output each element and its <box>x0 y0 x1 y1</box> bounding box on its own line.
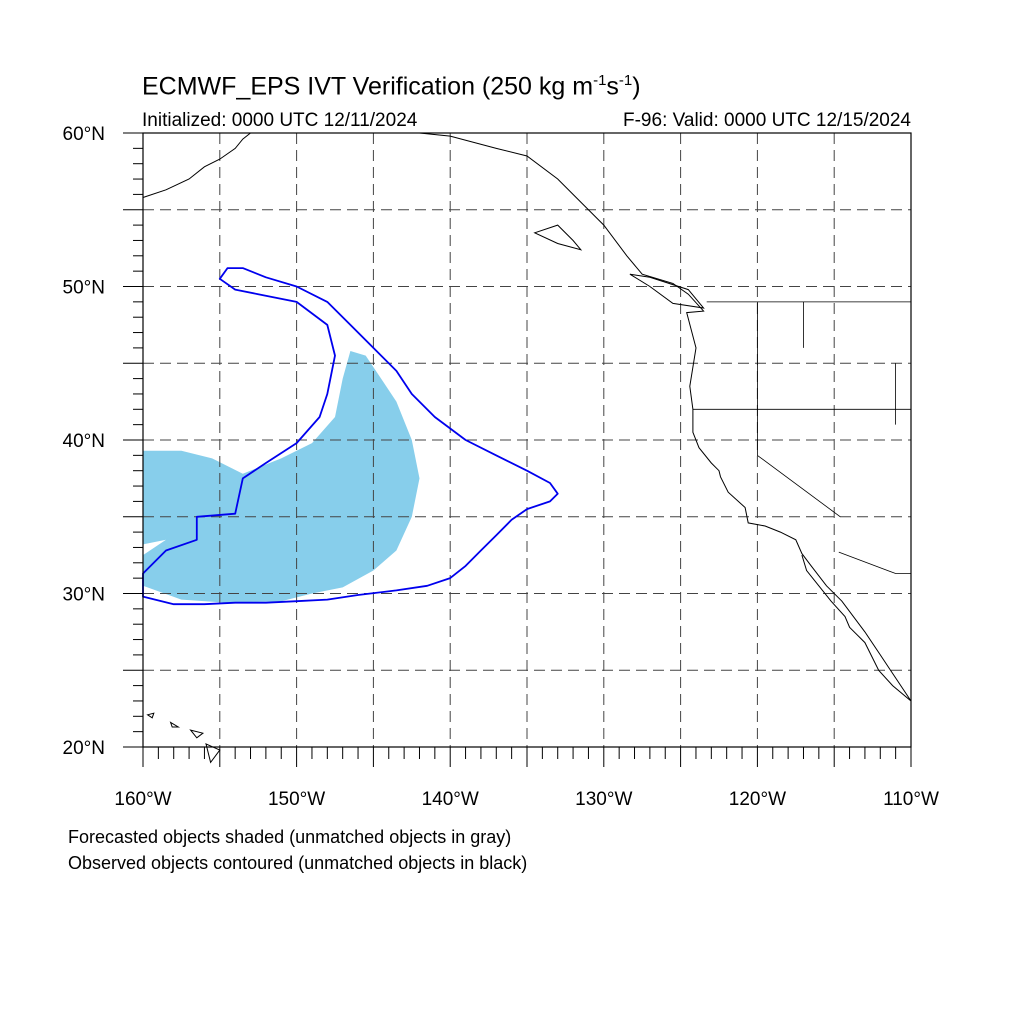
lat-label: 50°N <box>63 278 105 299</box>
map-title: ECMWF_EPS IVT Verification (250 kg m-1s-… <box>142 72 641 101</box>
political-border <box>838 551 911 574</box>
island-outline <box>146 712 155 719</box>
island-outline <box>629 273 705 309</box>
lon-label: 120°W <box>729 789 786 810</box>
lat-label: 60°N <box>63 124 105 145</box>
lon-label: 110°W <box>883 789 939 810</box>
lat-label: 30°N <box>63 585 105 606</box>
lon-label: 140°W <box>422 789 479 810</box>
lon-label: 130°W <box>575 789 632 810</box>
coastlines <box>142 132 912 764</box>
graticule <box>143 133 911 747</box>
observed-objects <box>142 267 559 606</box>
legend-observed-note: Observed objects contoured (unmatched ob… <box>68 853 528 873</box>
coastline-north-america <box>419 132 912 702</box>
initialized-label: Initialized: 0000 UTC 12/11/2024 <box>142 110 418 131</box>
island-outline <box>189 729 205 739</box>
coastline-alaska-peninsula <box>142 132 251 198</box>
valid-time-label: F-96: Valid: 0000 UTC 12/15/2024 <box>623 110 911 131</box>
lat-label: 20°N <box>63 738 105 759</box>
lon-label: 150°W <box>268 789 325 810</box>
legend-forecast-note: Forecasted objects shaded (unmatched obj… <box>68 827 512 847</box>
lon-label: 160°W <box>114 789 171 810</box>
political-border <box>757 301 841 518</box>
lat-label: 40°N <box>63 431 105 452</box>
forecast-objects <box>143 351 420 603</box>
coastline-baja <box>801 554 912 702</box>
island-outline <box>169 721 181 728</box>
axis-labels: 60°N 50°N 40°N 30°N 20°N 160°W 150°W 140°W 130°W… <box>63 124 939 810</box>
island-outline <box>533 224 583 251</box>
map-frame <box>123 132 912 767</box>
forecast-object-shape <box>143 351 420 603</box>
observed-object-contour <box>142 267 559 606</box>
